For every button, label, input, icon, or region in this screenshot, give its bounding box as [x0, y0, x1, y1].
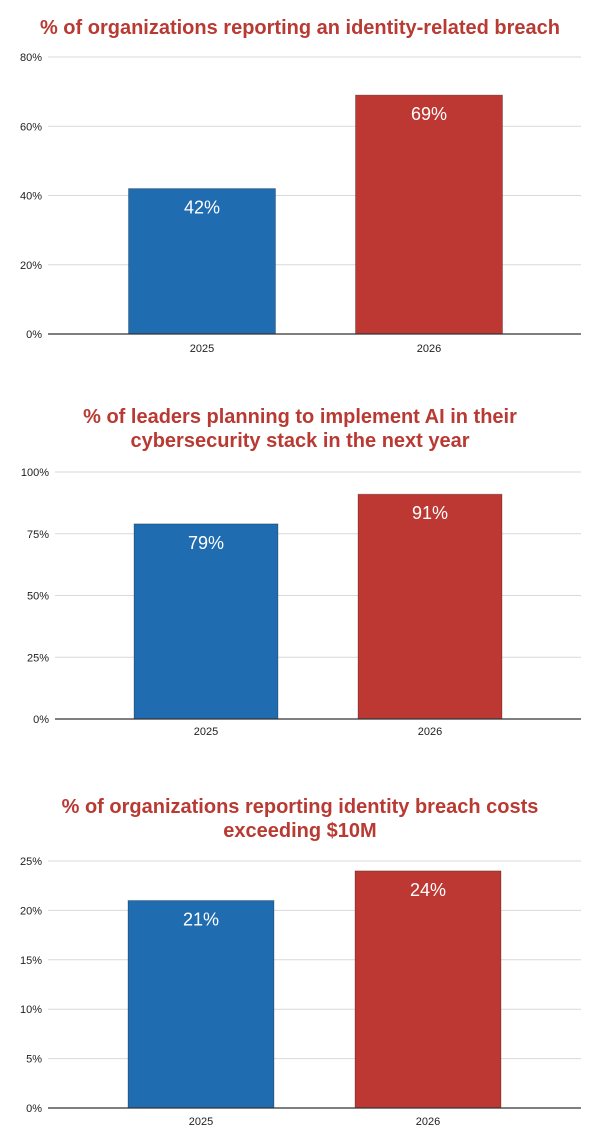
y-tick-label: 0% — [26, 1103, 42, 1115]
y-tick-label: 25% — [20, 856, 42, 868]
bar-2025 — [128, 188, 276, 335]
y-tick-label: 0% — [33, 714, 49, 726]
chart-title-ai-adoption: % of leaders planning to implement AI in… — [83, 406, 517, 452]
chart-title-identity-breach: % of organizations reporting an identity… — [39, 17, 561, 39]
x-tick-label: 2025 — [190, 343, 214, 355]
chart-ai-adoption: 0% 25% 50% 75% 100% 79% 2025 91% 2026 — [21, 467, 581, 738]
data-label: 79% — [188, 533, 224, 553]
y-tick-label: 20% — [20, 260, 42, 272]
chart-title-breach-costs: % of organizations reporting identity br… — [61, 796, 539, 842]
x-tick-label: 2026 — [418, 726, 442, 738]
bar-2025 — [127, 900, 275, 1109]
bar-2026 — [355, 94, 503, 335]
y-tick-label: 80% — [20, 52, 42, 64]
bar-2026 — [357, 493, 503, 720]
y-tick-label: 75% — [27, 529, 49, 541]
data-label: 69% — [411, 104, 447, 124]
data-label: 24% — [410, 880, 446, 900]
x-tick-label: 2025 — [189, 1116, 213, 1128]
data-label: 91% — [412, 503, 448, 523]
y-tick-label: 50% — [27, 591, 49, 603]
y-tick-label: 40% — [20, 191, 42, 203]
y-tick-label: 10% — [20, 1004, 42, 1016]
y-tick-label: 20% — [20, 905, 42, 917]
y-tick-label: 25% — [27, 652, 49, 664]
y-tick-label: 100% — [21, 467, 49, 479]
x-tick-label: 2026 — [416, 1116, 440, 1128]
chart-identity-breach: 0% 20% 40% 60% 80% 42% 2025 69% 2026 — [20, 52, 581, 355]
y-tick-label: 0% — [26, 329, 42, 341]
chart-breach-costs: 0% 5% 10% 15% 20% 25% 21% 2025 24% 2026 — [20, 856, 581, 1128]
y-tick-label: 60% — [20, 121, 42, 133]
bar-2025 — [133, 523, 279, 720]
x-tick-label: 2026 — [417, 343, 441, 355]
bar-2026 — [354, 870, 502, 1109]
y-tick-label: 5% — [26, 1054, 42, 1066]
data-label: 21% — [183, 910, 219, 930]
data-label: 42% — [184, 198, 220, 218]
y-tick-label: 15% — [20, 955, 42, 967]
x-tick-label: 2025 — [194, 726, 218, 738]
